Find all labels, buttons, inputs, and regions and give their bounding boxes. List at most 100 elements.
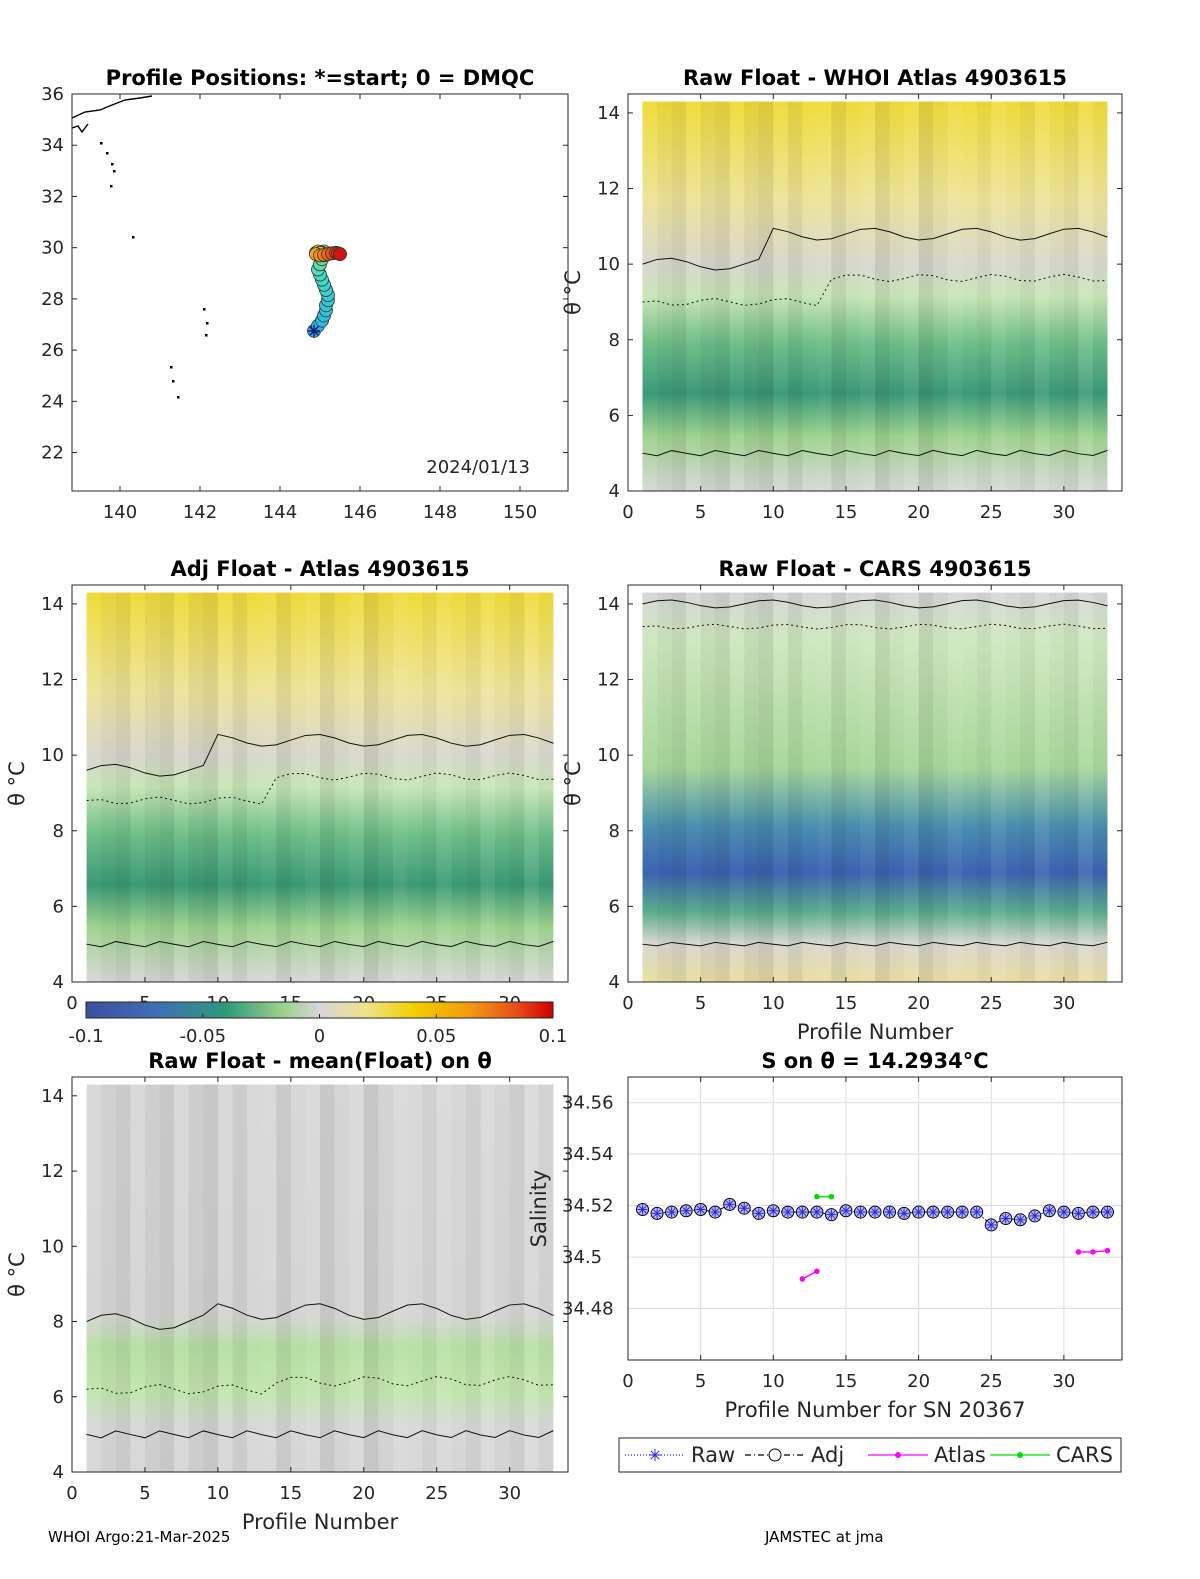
series-raw-point bbox=[710, 1207, 721, 1218]
cars-xtick: 20 bbox=[907, 993, 930, 1014]
island bbox=[177, 396, 180, 399]
salinity-ylabel: Salinity bbox=[527, 1170, 551, 1248]
whoi-xtick: 25 bbox=[980, 502, 1003, 523]
salinity-xtick: 20 bbox=[907, 1371, 930, 1392]
mean-frame bbox=[71, 1076, 569, 1473]
whoi-ylabel: θ °C bbox=[561, 270, 585, 315]
whoi-ytick: 14 bbox=[597, 103, 620, 124]
whoi-xtick: 20 bbox=[907, 502, 930, 523]
salinity-xtick: 25 bbox=[980, 1371, 1003, 1392]
salinity-ytick: 34.54 bbox=[562, 1144, 614, 1165]
island bbox=[110, 185, 113, 188]
island bbox=[100, 142, 103, 145]
adj-contours bbox=[86, 733, 554, 948]
salinity-xtick: 10 bbox=[762, 1371, 785, 1392]
legend-marker bbox=[895, 1452, 901, 1458]
adj-ytick: 8 bbox=[53, 821, 64, 842]
island bbox=[113, 170, 116, 173]
series-raw-point bbox=[840, 1205, 851, 1216]
whoi-xtick: 0 bbox=[622, 502, 633, 523]
series-raw-point bbox=[811, 1207, 822, 1218]
salinity-xtick: 30 bbox=[1052, 1371, 1075, 1392]
colorbar-tick: -0.1 bbox=[68, 1026, 103, 1047]
profile-position-point bbox=[333, 247, 347, 261]
legend-entry: Atlas bbox=[934, 1443, 986, 1467]
whoi-ytick: 4 bbox=[609, 481, 620, 502]
whoi-xtick: 30 bbox=[1052, 502, 1075, 523]
adj-field bbox=[86, 592, 554, 982]
series-atlas-point bbox=[1075, 1249, 1082, 1255]
series-raw-point bbox=[884, 1207, 895, 1218]
adj-ylabel: θ °C bbox=[5, 761, 29, 806]
series-raw-point bbox=[913, 1207, 924, 1218]
map-ytick: 30 bbox=[41, 238, 64, 259]
map-ytick: 26 bbox=[41, 340, 64, 361]
series-cars-point bbox=[828, 1193, 835, 1200]
cars-ytick: 6 bbox=[609, 896, 620, 917]
mean-ytick: 12 bbox=[41, 1161, 64, 1182]
whoi-xtick: 15 bbox=[834, 502, 857, 523]
legend-marker bbox=[649, 1449, 661, 1461]
series-raw-point bbox=[986, 1219, 997, 1230]
salinity-frame bbox=[627, 1076, 1123, 1361]
cars-xtick: 10 bbox=[762, 993, 785, 1014]
map-title: Profile Positions: *=start; 0 = DMQC bbox=[106, 66, 535, 90]
adj-xtick: 0 bbox=[66, 993, 77, 1014]
whoi-xtick: 5 bbox=[695, 502, 706, 523]
footer-left: WHOI Argo:21-Mar-2025 bbox=[48, 1528, 230, 1546]
salinity-xtick: 0 bbox=[622, 1371, 633, 1392]
cars-frame bbox=[627, 584, 1123, 983]
map-xtick: 144 bbox=[263, 502, 297, 523]
mean-ytick: 8 bbox=[53, 1312, 64, 1333]
whoi-field bbox=[642, 101, 1108, 492]
island bbox=[106, 152, 109, 155]
cars-xtick: 15 bbox=[834, 993, 857, 1014]
mean-xtick: 30 bbox=[498, 1483, 521, 1504]
map-panel: Profile Positions: *=start; 0 = DMQC 140 1… bbox=[41, 66, 569, 523]
island bbox=[170, 366, 173, 369]
mean-ytick: 4 bbox=[53, 1462, 64, 1483]
cars-xtick: 25 bbox=[980, 993, 1003, 1014]
series-raw-point bbox=[1087, 1207, 1098, 1218]
adj-ytick: 4 bbox=[53, 972, 64, 993]
series-atlas-point bbox=[814, 1268, 820, 1275]
whoi-ytick: 8 bbox=[609, 330, 620, 351]
mean-ytick: 6 bbox=[53, 1387, 64, 1408]
cars-ytick: 12 bbox=[597, 670, 620, 691]
whoi-xtick: 10 bbox=[762, 502, 785, 523]
salinity-ytick: 34.48 bbox=[562, 1299, 614, 1320]
adj-ytick: 6 bbox=[53, 896, 64, 917]
adj-ytick: 10 bbox=[41, 745, 64, 766]
colorbar-tick: -0.05 bbox=[179, 1026, 226, 1047]
colorbar-tick: 0.05 bbox=[416, 1026, 456, 1047]
series-raw-point bbox=[1102, 1207, 1113, 1218]
series-raw-point bbox=[826, 1209, 837, 1220]
legend-entry: CARS bbox=[1056, 1443, 1113, 1467]
island bbox=[111, 163, 114, 166]
map-ytick: 32 bbox=[41, 186, 64, 207]
colorbar-tick: 0.1 bbox=[539, 1026, 568, 1047]
series-atlas-point bbox=[1090, 1249, 1096, 1255]
adj-ytick: 12 bbox=[41, 670, 64, 691]
series-raw-point bbox=[724, 1199, 735, 1210]
salinity-legend: Raw Adj Atlas CARS bbox=[618, 1437, 1122, 1473]
cars-title: Raw Float - CARS 4903615 bbox=[718, 557, 1031, 581]
mean-title: Raw Float - mean(Float) on θ bbox=[148, 1049, 492, 1073]
salinity-panel: S on θ = 14.2934°C 0 5 10 15 20 25 30 34.48 34.5 3… bbox=[527, 1049, 1123, 1422]
map-ytick: 22 bbox=[41, 443, 64, 464]
cars-xtick: 5 bbox=[695, 993, 706, 1014]
series-raw-point bbox=[782, 1207, 793, 1218]
island bbox=[172, 380, 175, 383]
salinity-xtick: 15 bbox=[834, 1371, 857, 1392]
map-ytick: 36 bbox=[41, 84, 64, 105]
legend-marker bbox=[1017, 1452, 1023, 1458]
series-raw-point bbox=[768, 1205, 779, 1216]
adj-ytick: 14 bbox=[41, 594, 64, 615]
island bbox=[132, 236, 135, 239]
footer-right: JAMSTEC at jma bbox=[764, 1528, 884, 1546]
series-raw-point bbox=[928, 1207, 939, 1218]
series-raw-point bbox=[870, 1207, 880, 1218]
island bbox=[203, 308, 206, 311]
series-raw-point bbox=[739, 1203, 750, 1214]
